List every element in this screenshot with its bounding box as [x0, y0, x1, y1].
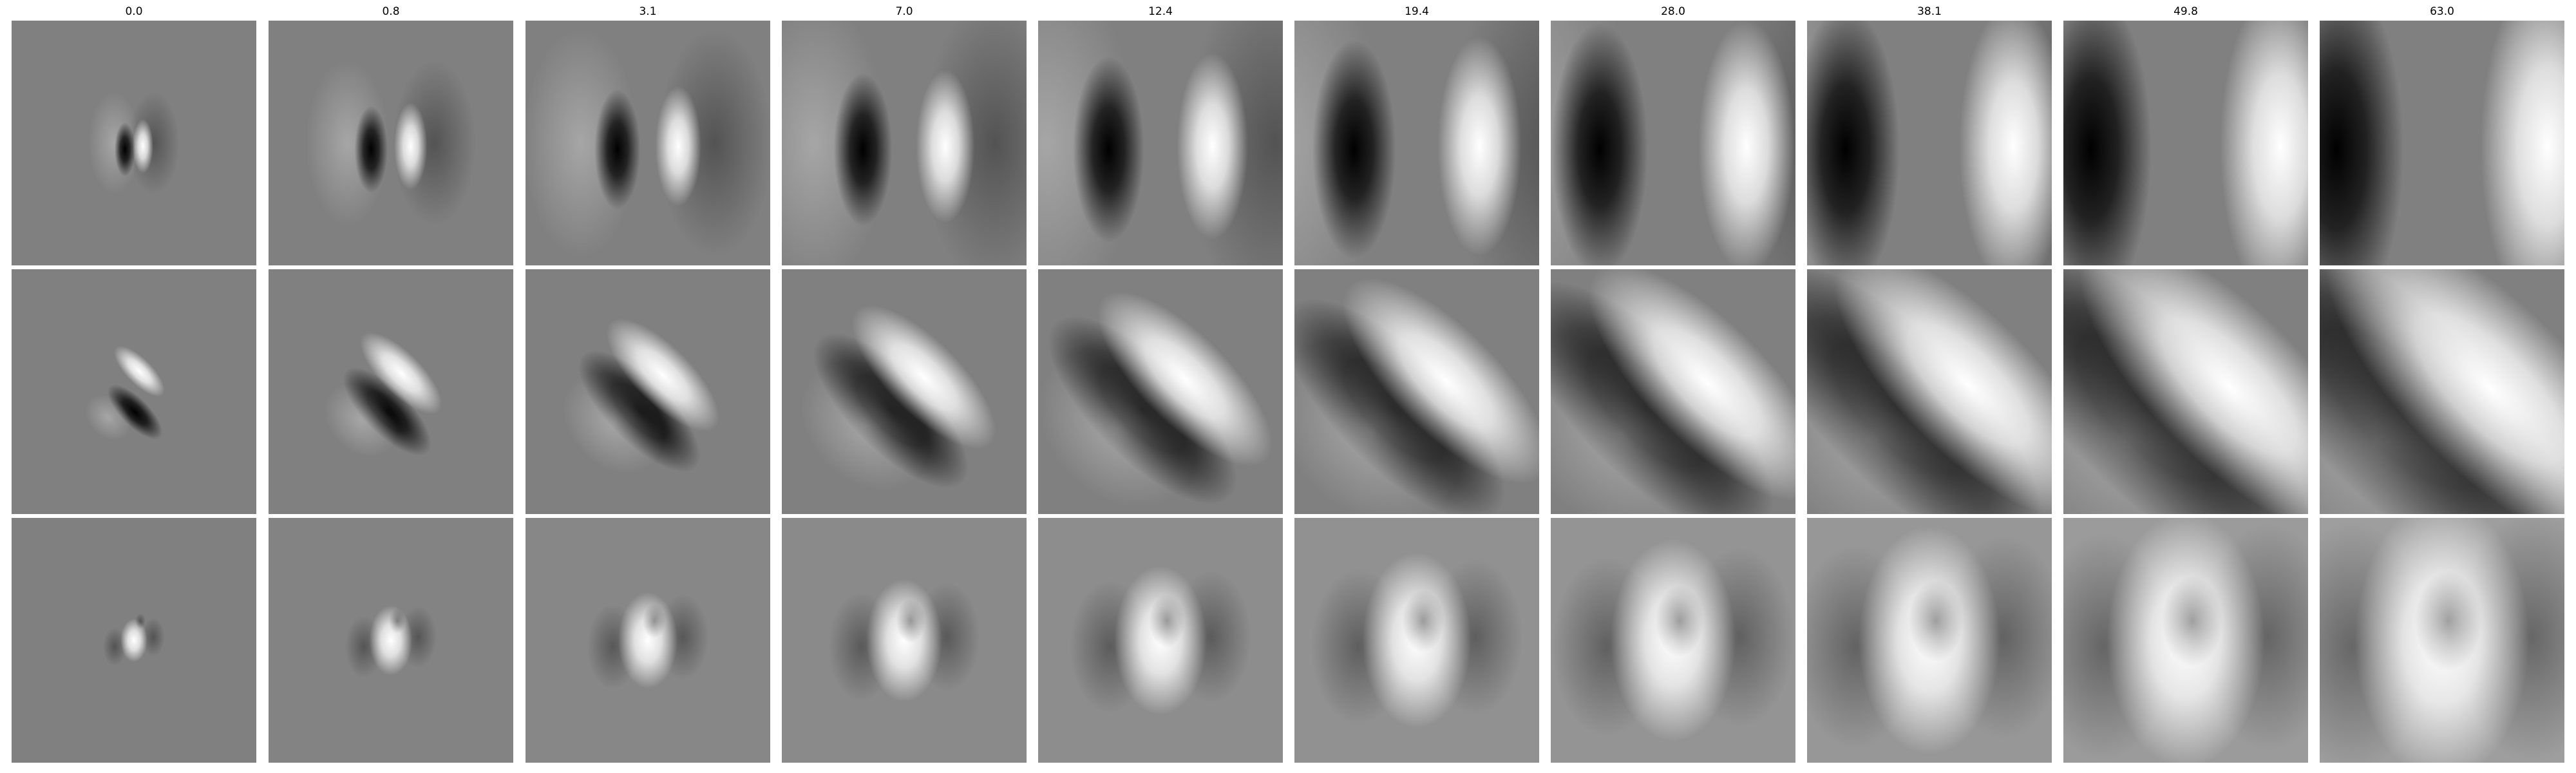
- column-title: 49.8: [2063, 4, 2308, 19]
- dark-lobe: [355, 106, 388, 193]
- bright-lobe: [1698, 21, 1794, 265]
- dark-lobe: [135, 613, 146, 629]
- filter-panel: [1294, 518, 1539, 763]
- filter-panel: [526, 21, 770, 265]
- panel-background: [12, 269, 256, 514]
- bright-lobe: [394, 102, 428, 189]
- dark-lobe: [1807, 21, 1900, 265]
- column-title: 0.0: [12, 4, 256, 19]
- filter-panel: [782, 21, 1027, 265]
- filter-panel: [12, 518, 256, 763]
- dark-lobe: [2415, 571, 2482, 671]
- filter-panel: [12, 269, 256, 514]
- dark-lobe: [594, 90, 640, 210]
- filter-panel: [2320, 269, 2564, 514]
- filter-panel: [1294, 269, 1539, 514]
- column-title: 12.4: [1038, 4, 1283, 19]
- dark-lobe: [643, 604, 666, 638]
- dark-lobe: [2320, 21, 2403, 265]
- filter-panel: [12, 21, 256, 265]
- filter-panel: [2320, 21, 2564, 265]
- bright-lobe: [656, 86, 701, 207]
- filter-panel: [782, 269, 1027, 514]
- dark-lobe: [389, 609, 406, 634]
- dark-lobe: [1073, 56, 1144, 242]
- dark-lobe: [834, 73, 893, 226]
- filter-panel: [1551, 518, 1795, 763]
- filter-panel: [1038, 518, 1283, 763]
- bright-lobe: [133, 119, 153, 173]
- dark-lobe: [896, 599, 925, 643]
- dark-lobe: [1551, 23, 1647, 265]
- column-title: 28.0: [1551, 4, 1795, 19]
- filter-panel: [1551, 21, 1795, 265]
- dark-lobe: [2063, 21, 2152, 265]
- filter-panel: [1807, 269, 2052, 514]
- filter-panel: [1807, 518, 2052, 763]
- dark-lobe: [1656, 585, 1704, 657]
- filter-panel: [1038, 269, 1283, 514]
- filter-panel: [526, 518, 770, 763]
- filter-panel: [782, 518, 1027, 763]
- filter-panel: [2063, 21, 2308, 265]
- bright-lobe: [916, 70, 975, 223]
- filter-panel: [526, 269, 770, 514]
- filter-panel: [2063, 518, 2308, 763]
- filter-panel: [2063, 269, 2308, 514]
- column-title: 38.1: [1807, 4, 2052, 19]
- dark-lobe: [1149, 595, 1184, 648]
- bright-lobe: [1437, 37, 1521, 256]
- panel-background: [269, 21, 513, 265]
- dark-lobe: [2162, 575, 2222, 666]
- filter-panel: [1038, 21, 1283, 265]
- filter-panel: [1294, 21, 1539, 265]
- filter-panel: [269, 269, 513, 514]
- filter-panel: [1807, 21, 2052, 265]
- filter-panel: [269, 518, 513, 763]
- bright-lobe: [618, 592, 677, 688]
- column-title: 3.1: [526, 4, 770, 19]
- column-title: 7.0: [782, 4, 1027, 19]
- bright-lobe: [1177, 53, 1248, 239]
- dark-lobe: [115, 122, 135, 177]
- bright-lobe: [1959, 21, 2052, 265]
- dark-lobe: [1909, 580, 1963, 662]
- filter-panel: [269, 21, 513, 265]
- bright-lobe: [2220, 21, 2308, 265]
- filter-panel: [2320, 518, 2564, 763]
- dark-lobe: [1312, 40, 1396, 260]
- dark-lobe: [1403, 589, 1444, 652]
- filter-panel: [1551, 269, 1795, 514]
- column-title: 0.8: [269, 4, 513, 19]
- bright-lobe: [2481, 21, 2564, 265]
- column-title: 63.0: [2320, 4, 2564, 19]
- column-title: 19.4: [1294, 4, 1539, 19]
